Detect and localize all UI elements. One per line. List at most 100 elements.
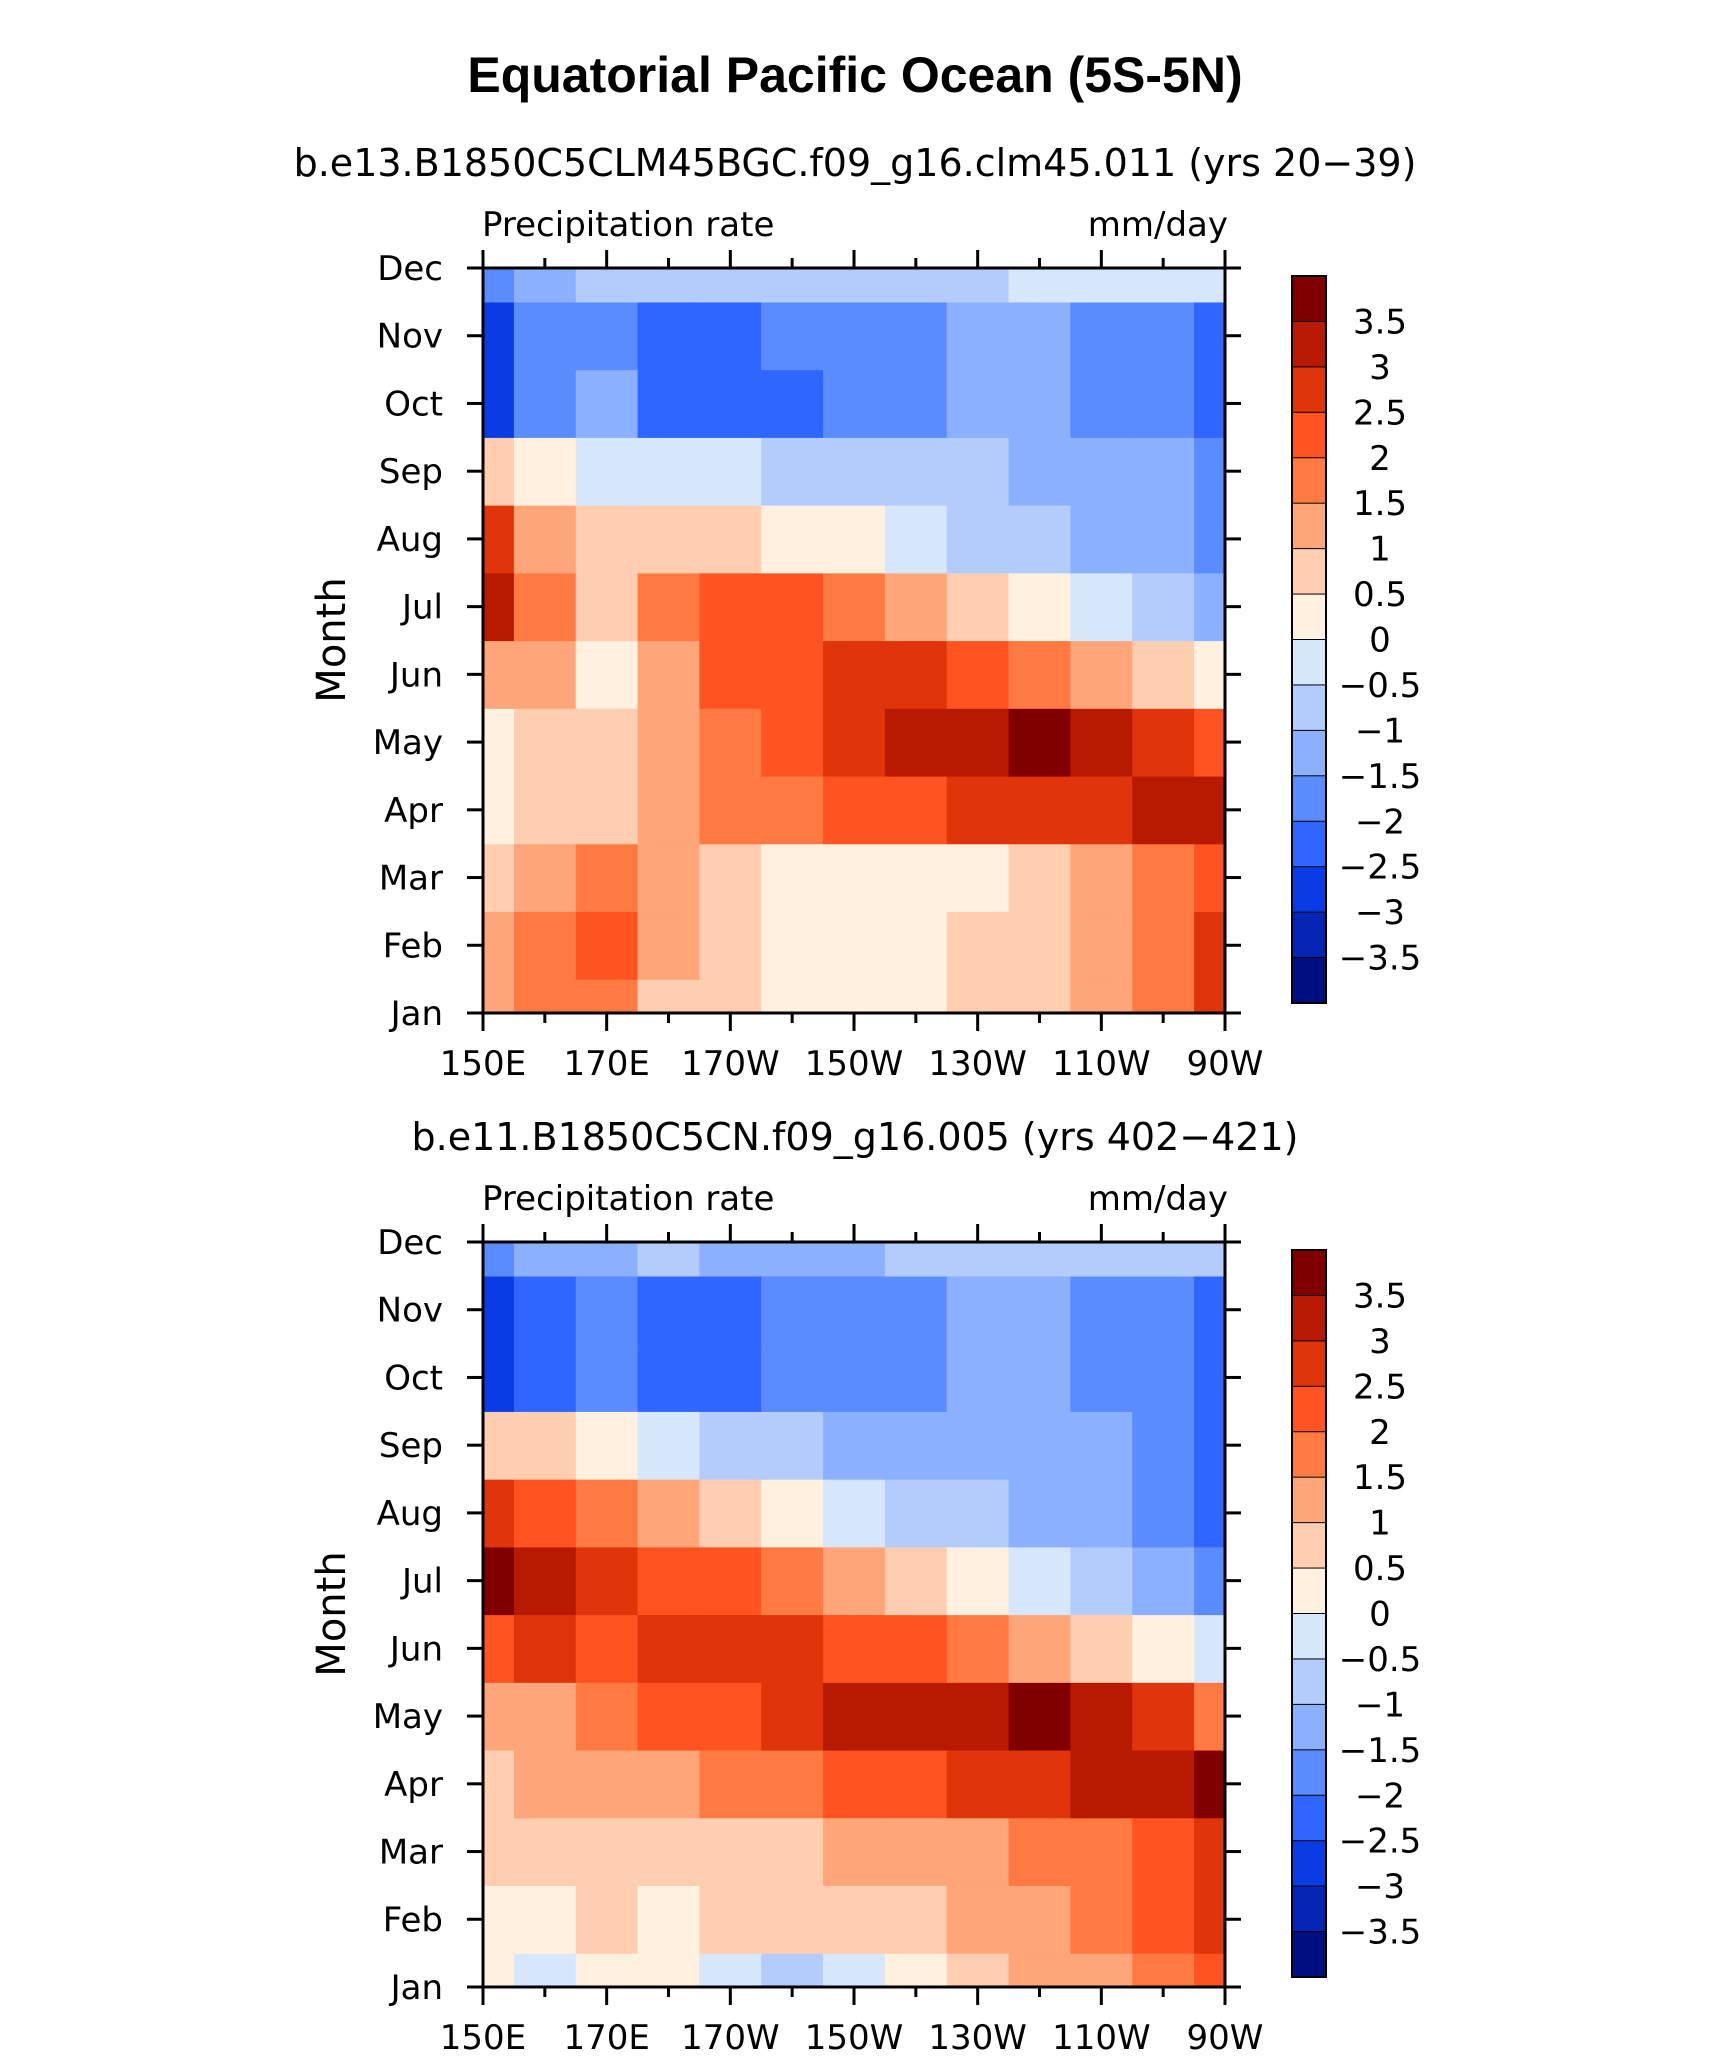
heatmap-cell bbox=[699, 437, 762, 506]
colorbar-swatch bbox=[1291, 502, 1327, 550]
heatmap-cells bbox=[483, 1242, 1225, 1987]
y-tick-label: May bbox=[373, 723, 443, 763]
colorbar-swatch bbox=[1291, 957, 1327, 1004]
heatmap-cell bbox=[1070, 1242, 1133, 1277]
heatmap-cell bbox=[1008, 1242, 1072, 1277]
heatmap-cell bbox=[823, 843, 886, 913]
heatmap-cell bbox=[823, 1411, 886, 1480]
heatmap-cell bbox=[884, 369, 948, 438]
colorbar-swatch bbox=[1291, 1613, 1327, 1660]
heatmap-cell bbox=[513, 369, 577, 438]
colorbar-label: −1 bbox=[1355, 711, 1405, 751]
figure-title: Equatorial Pacific Ocean (5S-5N) bbox=[467, 47, 1242, 103]
y-tick-label: Dec bbox=[377, 249, 443, 289]
heatmap-cell bbox=[513, 301, 577, 371]
heatmap-cell bbox=[483, 505, 515, 574]
heatmap-cell bbox=[483, 369, 515, 438]
colorbar-swatch bbox=[1291, 1294, 1327, 1342]
heatmap-cell bbox=[761, 1885, 824, 1954]
heatmap-cell bbox=[1070, 268, 1133, 303]
x-tick-label: 110W bbox=[1052, 2018, 1151, 2058]
heatmap-cell bbox=[1132, 268, 1195, 303]
heatmap-cell bbox=[637, 1343, 701, 1412]
colorbar-swatch bbox=[1291, 775, 1327, 823]
heatmap-cell bbox=[761, 1343, 824, 1412]
heatmap-cell bbox=[823, 1242, 886, 1277]
colorbar-label: −3 bbox=[1355, 893, 1405, 933]
colorbar-swatch bbox=[1291, 366, 1327, 414]
heatmap-cell bbox=[1070, 505, 1133, 574]
heatmap-cell bbox=[483, 1242, 515, 1277]
heatmap-cell bbox=[946, 1682, 1010, 1751]
heatmap-cell bbox=[823, 437, 886, 506]
heatmap-cell bbox=[699, 708, 762, 777]
heatmap-cell bbox=[637, 301, 701, 371]
heatmap-cell bbox=[483, 640, 515, 709]
heatmap-cell bbox=[637, 1546, 701, 1616]
heatmap-cell bbox=[946, 301, 1010, 371]
colorbar-swatch bbox=[1291, 729, 1327, 777]
heatmap-cell bbox=[1008, 1343, 1072, 1412]
heatmap-cell bbox=[823, 1275, 886, 1345]
colorbar-label: −3.5 bbox=[1339, 939, 1422, 979]
heatmap-cell bbox=[1132, 640, 1195, 709]
heatmap-cell bbox=[575, 437, 639, 506]
heatmap-cell bbox=[946, 1275, 1010, 1345]
heatmap-cell bbox=[884, 268, 948, 303]
heatmap-cell bbox=[823, 1749, 886, 1819]
heatmap-cell bbox=[575, 1546, 639, 1616]
heatmap-cell bbox=[513, 1885, 577, 1954]
y-tick-label: Oct bbox=[384, 384, 443, 424]
heatmap-cell bbox=[1132, 1275, 1195, 1345]
heatmap-cell bbox=[1008, 640, 1072, 709]
panel-bottom-colorbar: 3.5 3 2.5 2 1.5 1 0.5 0 −0.5 −1 −1.5 −2 −2.5 −3 −3.5 bbox=[1291, 1249, 1421, 1978]
heatmap-cell bbox=[637, 1479, 701, 1548]
colorbar-label: −2 bbox=[1355, 1776, 1405, 1816]
heatmap-cell bbox=[1008, 775, 1072, 845]
panel-bottom-right-string: mm/day bbox=[1088, 1179, 1228, 1219]
y-tick-label: May bbox=[373, 1697, 443, 1737]
heatmap-cell bbox=[637, 572, 701, 642]
heatmap-cell bbox=[1008, 268, 1072, 303]
heatmap-cell bbox=[1070, 1479, 1133, 1548]
heatmap-cell bbox=[1132, 369, 1195, 438]
heatmap-cell bbox=[761, 775, 824, 845]
heatmap-cell bbox=[761, 1953, 824, 1987]
heatmap-cell bbox=[823, 1546, 886, 1616]
heatmap-cell bbox=[884, 437, 948, 506]
heatmap-cell bbox=[1194, 1242, 1225, 1277]
heatmap-cell bbox=[575, 1479, 639, 1548]
y-tick-label: Aug bbox=[377, 1494, 443, 1534]
x-tick-label: 170E bbox=[563, 2018, 649, 2058]
heatmap-cell bbox=[1070, 301, 1133, 371]
colorbar-swatch bbox=[1291, 866, 1327, 914]
panel-top-subtitle: b.e13.B1850C5CLM45BGC.f09_g16.clm45.011 … bbox=[294, 141, 1417, 185]
panel-top-colorbar: 3.5 3 2.5 2 1.5 1 0.5 0 −0.5 −1 −1.5 −2 −2.5 −3 −3.5 bbox=[1291, 275, 1422, 1004]
x-tick-label: 150W bbox=[805, 2018, 904, 2058]
heatmap-cell bbox=[513, 843, 577, 913]
heatmap-cell bbox=[483, 301, 515, 371]
heatmap-cell bbox=[884, 1343, 948, 1412]
heatmap-cell bbox=[637, 843, 701, 913]
y-tick-label: Nov bbox=[377, 1291, 443, 1331]
heatmap-cell bbox=[483, 1275, 515, 1345]
heatmap-cell bbox=[884, 1885, 948, 1954]
heatmap-cell bbox=[823, 1682, 886, 1751]
heatmap-cell bbox=[884, 1411, 948, 1480]
x-tick-label: 150E bbox=[440, 1044, 526, 1084]
heatmap-cell bbox=[483, 1411, 515, 1480]
y-tick-label: Feb bbox=[383, 926, 443, 966]
heatmap-cell bbox=[1070, 369, 1133, 438]
heatmap-cell bbox=[513, 1242, 577, 1277]
heatmap-cell bbox=[946, 775, 1010, 845]
heatmap-cell bbox=[1132, 1343, 1195, 1412]
heatmap-cell bbox=[513, 1953, 577, 1987]
heatmap-cell bbox=[1008, 843, 1072, 913]
x-tick-label: 170W bbox=[681, 2018, 780, 2058]
x-tick-label: 130W bbox=[928, 1044, 1027, 1084]
heatmap-cell bbox=[946, 708, 1010, 777]
y-tick-label: Aug bbox=[377, 520, 443, 560]
heatmap-cell bbox=[1008, 1614, 1072, 1683]
heatmap-cell bbox=[1194, 572, 1225, 642]
heatmap-cell bbox=[761, 1546, 824, 1616]
